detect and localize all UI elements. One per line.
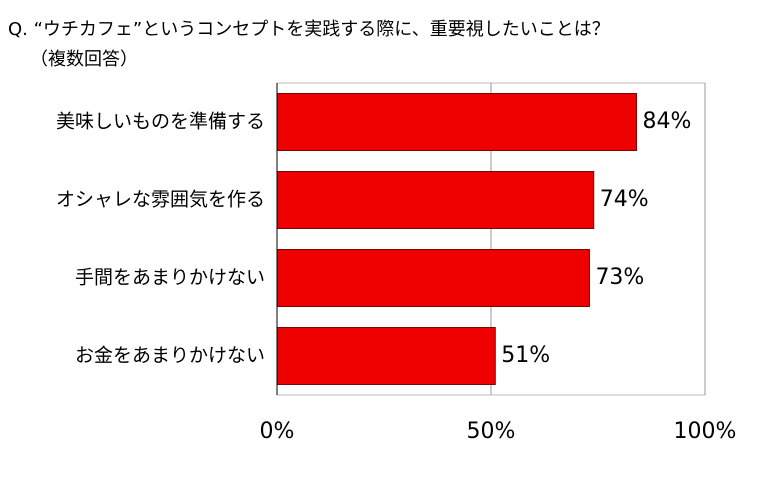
data-label: 84%: [643, 109, 692, 134]
y-tick-label: お金をあまりかけない: [75, 345, 265, 367]
data-label: 74%: [600, 187, 649, 212]
data-label: 51%: [501, 343, 550, 368]
bar: [276, 327, 496, 385]
y-tick-label: 美味しいものを準備する: [56, 111, 265, 133]
x-tick-label: 100%: [674, 419, 737, 444]
data-label: 73%: [595, 265, 644, 290]
y-tick-label: 手間をあまりかけない: [75, 267, 265, 289]
x-tick-label: 50%: [467, 419, 516, 444]
y-tick-label: オシャレな雰囲気を作る: [56, 189, 265, 211]
bar: [276, 93, 638, 151]
chart-title: Q. “ウチカフェ”というコンセプトを実践する際に、重要視したいことは？: [8, 19, 610, 40]
bar: [276, 249, 590, 307]
x-tick-label: 0%: [260, 419, 295, 444]
bar: [276, 171, 595, 229]
chart-subtitle: （複数回答）: [30, 49, 138, 70]
